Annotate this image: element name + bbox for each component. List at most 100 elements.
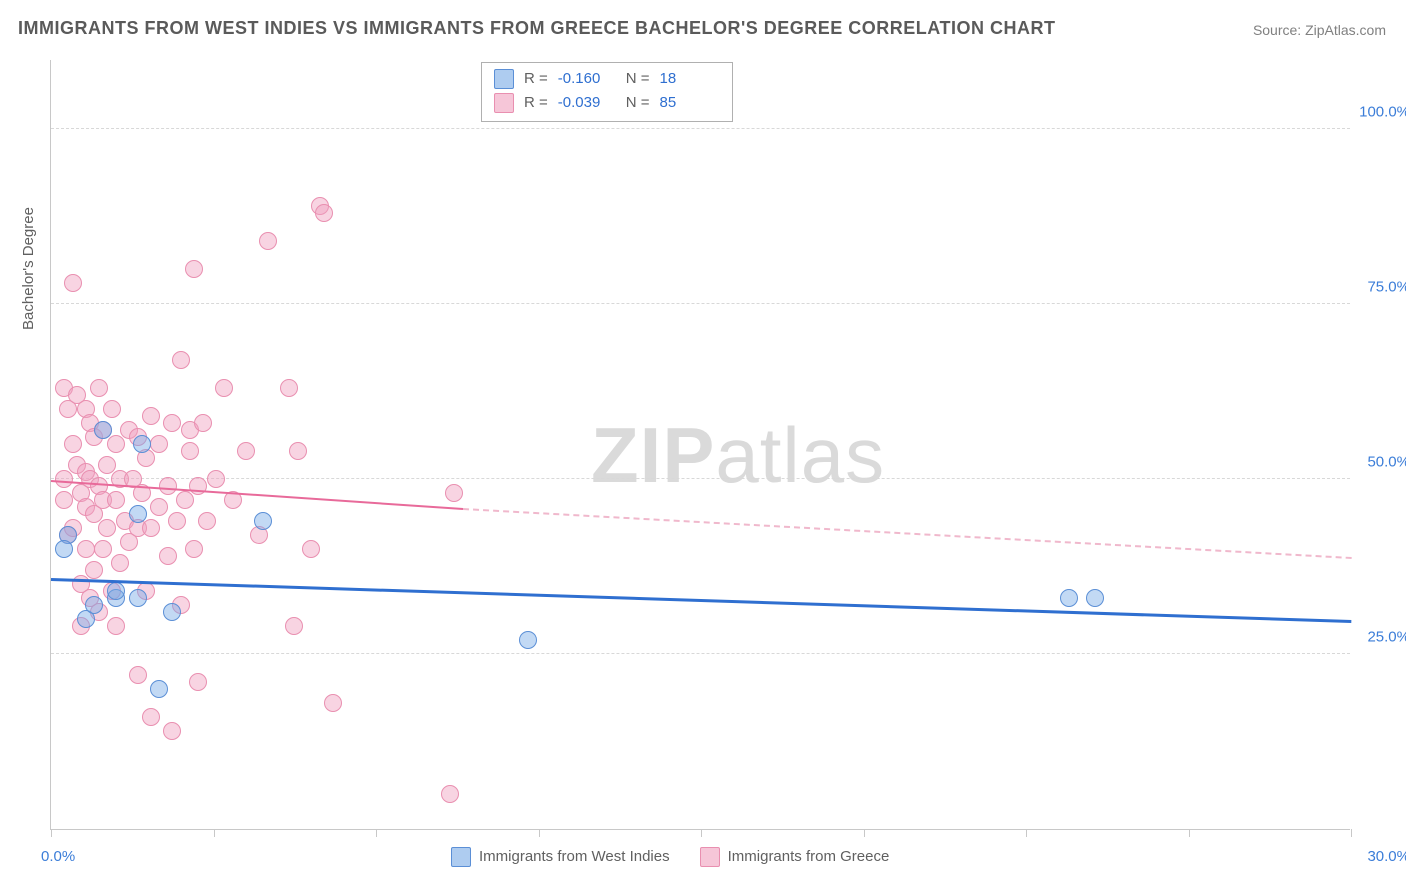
legend-item-greece: Immigrants from Greece (700, 847, 890, 867)
data-point (1060, 589, 1078, 607)
data-point (168, 512, 186, 530)
data-point (1086, 589, 1104, 607)
data-point (142, 407, 160, 425)
trendline-greece-dash (463, 508, 1351, 559)
trendline-west-indies (51, 578, 1351, 623)
x-axis-max-label: 30.0% (1367, 848, 1406, 865)
legend-r-value: -0.160 (558, 67, 616, 91)
data-point (194, 414, 212, 432)
data-point (150, 435, 168, 453)
gridline (51, 128, 1350, 129)
legend-n-label: N = (626, 67, 650, 91)
data-point (107, 617, 125, 635)
x-tick (214, 829, 215, 837)
correlation-legend: R = -0.160 N = 18 R = -0.039 N = 85 (481, 62, 733, 122)
data-point (85, 561, 103, 579)
data-point (176, 491, 194, 509)
y-tick-label: 25.0% (1367, 629, 1406, 646)
data-point (107, 491, 125, 509)
legend-row: R = -0.039 N = 85 (494, 91, 718, 115)
data-point (215, 379, 233, 397)
gridline (51, 303, 1350, 304)
x-tick (1026, 829, 1027, 837)
gridline (51, 653, 1350, 654)
legend-swatch-blue (451, 847, 471, 867)
data-point (142, 708, 160, 726)
data-point (55, 470, 73, 488)
data-point (129, 589, 147, 607)
source-attribution: Source: ZipAtlas.com (1253, 22, 1386, 38)
data-point (64, 274, 82, 292)
data-point (103, 400, 121, 418)
data-point (150, 498, 168, 516)
data-point (90, 379, 108, 397)
data-point (172, 351, 190, 369)
data-point (280, 379, 298, 397)
legend-r-label: R = (524, 91, 548, 115)
data-point (163, 722, 181, 740)
data-point (189, 673, 207, 691)
data-point (259, 232, 277, 250)
x-tick (1351, 829, 1352, 837)
data-point (519, 631, 537, 649)
series-legend: Immigrants from West Indies Immigrants f… (451, 847, 889, 867)
data-point (185, 260, 203, 278)
watermark-bold: ZIP (591, 411, 715, 499)
y-tick-label: 75.0% (1367, 279, 1406, 296)
data-point (107, 582, 125, 600)
x-tick (701, 829, 702, 837)
data-point (111, 554, 129, 572)
legend-swatch (494, 69, 514, 89)
x-axis-min-label: 0.0% (41, 848, 75, 865)
data-point (285, 617, 303, 635)
chart-plot-area: ZIPatlas R =-0.160N =18R =-0.039N =85 0.… (50, 60, 1350, 830)
legend-row: R = -0.160 N = 18 (494, 67, 718, 91)
legend-n-value: 85 (660, 91, 718, 115)
gridline (51, 478, 1350, 479)
data-point (85, 596, 103, 614)
data-point (181, 442, 199, 460)
watermark: ZIPatlas (591, 410, 885, 501)
data-point (315, 204, 333, 222)
data-point (254, 512, 272, 530)
y-tick-label: 50.0% (1367, 454, 1406, 471)
legend-swatch-pink (700, 847, 720, 867)
data-point (289, 442, 307, 460)
data-point (94, 421, 112, 439)
legend-n-label: N = (626, 91, 650, 115)
x-tick (539, 829, 540, 837)
data-point (55, 540, 73, 558)
y-axis-label: Bachelor's Degree (20, 207, 37, 330)
watermark-light: atlas (715, 411, 885, 499)
legend-n-value: 18 (660, 67, 718, 91)
data-point (207, 470, 225, 488)
data-point (163, 414, 181, 432)
chart-title: IMMIGRANTS FROM WEST INDIES VS IMMIGRANT… (18, 18, 1055, 39)
x-tick (51, 829, 52, 837)
data-point (64, 435, 82, 453)
data-point (55, 491, 73, 509)
data-point (163, 603, 181, 621)
data-point (98, 519, 116, 537)
data-point (129, 505, 147, 523)
x-tick (864, 829, 865, 837)
data-point (133, 435, 151, 453)
data-point (159, 547, 177, 565)
data-point (237, 442, 255, 460)
data-point (107, 435, 125, 453)
data-point (150, 680, 168, 698)
data-point (94, 540, 112, 558)
y-tick-label: 100.0% (1359, 104, 1406, 121)
legend-r-label: R = (524, 67, 548, 91)
data-point (324, 694, 342, 712)
x-tick (376, 829, 377, 837)
data-point (302, 540, 320, 558)
data-point (198, 512, 216, 530)
legend-r-value: -0.039 (558, 91, 616, 115)
data-point (445, 484, 463, 502)
data-point (441, 785, 459, 803)
legend-item-west-indies: Immigrants from West Indies (451, 847, 670, 867)
data-point (159, 477, 177, 495)
legend-label-greece: Immigrants from Greece (728, 848, 890, 865)
x-tick (1189, 829, 1190, 837)
